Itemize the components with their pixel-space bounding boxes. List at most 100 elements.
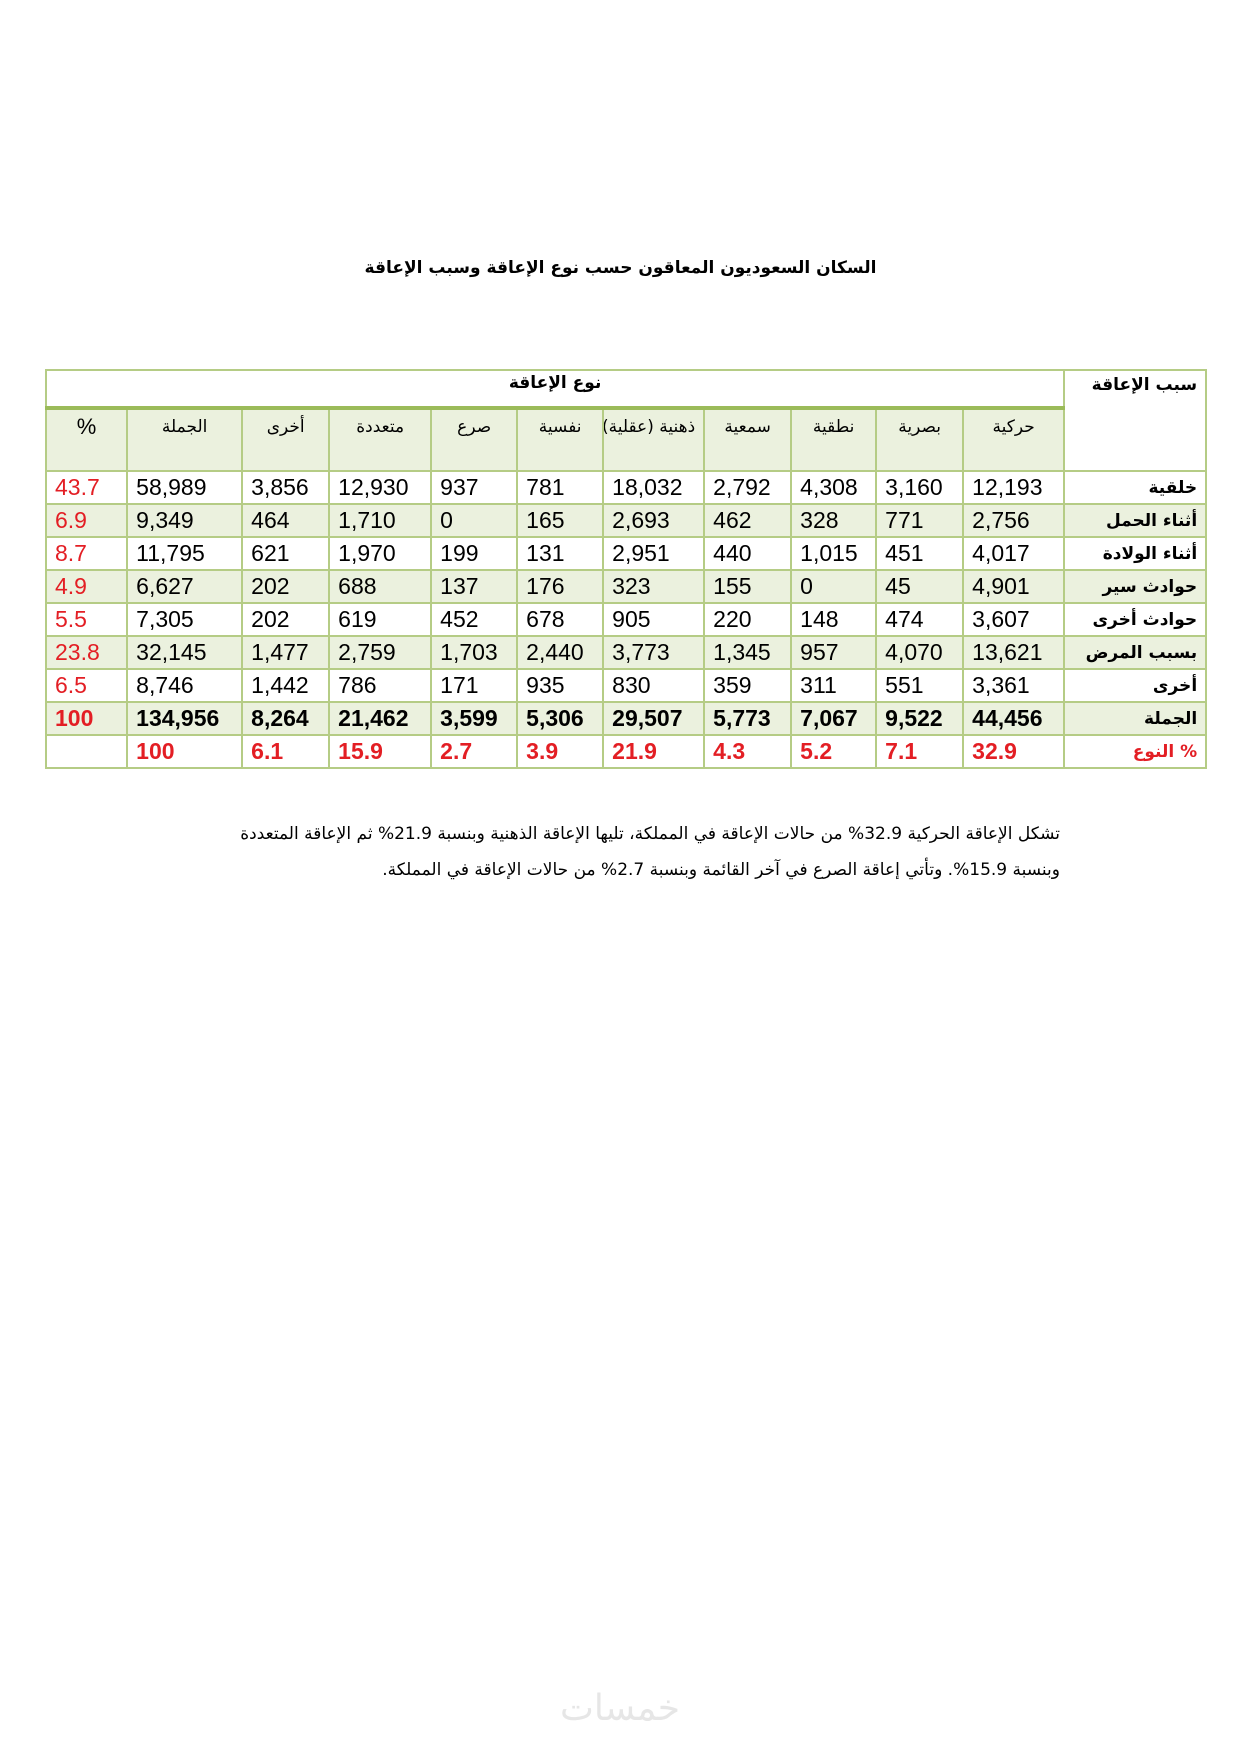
cell-value: 2.7 xyxy=(430,734,519,769)
cell-value: 7.1 xyxy=(875,734,965,769)
table-row: خلقية 12,193 3,160 4,308 2,792 18,032 781 937 12… xyxy=(44,470,1208,505)
cell-value: 131 xyxy=(516,536,605,571)
cell-value: 6,627 xyxy=(126,569,244,604)
column-header: حركية xyxy=(962,407,1066,472)
cell-value: 830 xyxy=(602,668,706,703)
cell-value: 781 xyxy=(516,470,605,505)
cell-value: 619 xyxy=(328,602,433,637)
cell-value: 199 xyxy=(430,536,519,571)
column-header: متعددة xyxy=(328,407,433,472)
cell-value: 2,693 xyxy=(602,503,706,538)
cell-value: 323 xyxy=(602,569,706,604)
cell-value: 4,017 xyxy=(962,536,1066,571)
cell-value: 58,989 xyxy=(126,470,244,505)
cell-value: 5.2 xyxy=(790,734,878,769)
cell-value: 3,607 xyxy=(962,602,1066,637)
cell-value: 5,773 xyxy=(703,701,793,736)
cell-value: 4.3 xyxy=(703,734,793,769)
table-row: أثناء الحمل 2,756 771 328 462 2,693 165 0 1,710 4… xyxy=(44,503,1208,538)
table-row: حوادث أخرى 3,607 474 148 220 905 678 452 619 202 7… xyxy=(44,602,1208,637)
cell-value: 4,901 xyxy=(962,569,1066,604)
cell-value: 551 xyxy=(875,668,965,703)
cell-value: 171 xyxy=(430,668,519,703)
cell-percent: 43.7 xyxy=(44,470,129,505)
cell-value: 452 xyxy=(430,602,519,637)
column-header: أخرى xyxy=(241,407,331,472)
cell-value: 1,477 xyxy=(241,635,331,670)
cell-value: 1,703 xyxy=(430,635,519,670)
cell-value: 0 xyxy=(790,569,878,604)
table-row: بسبب المرض 13,621 4,070 957 1,345 3,773 2,440 1… xyxy=(44,635,1208,670)
cell-value: 621 xyxy=(241,536,331,571)
column-header: ذهنية (عقلية) xyxy=(602,407,706,472)
column-header: سمعية xyxy=(703,407,793,472)
cell-value: 1,970 xyxy=(328,536,433,571)
cell-value: 13,621 xyxy=(962,635,1066,670)
cell-value: 2,440 xyxy=(516,635,605,670)
cell-value: 44,456 xyxy=(962,701,1066,736)
cell-value: 165 xyxy=(516,503,605,538)
cell-value: 9,522 xyxy=(875,701,965,736)
page-title: السكان السعوديون المعاقون حسب نوع الإعاق… xyxy=(364,258,877,278)
cell-value: 12,930 xyxy=(328,470,433,505)
table-row: أخرى 3,361 551 311 359 830 935 171 786 1,442 8,746… xyxy=(44,668,1208,703)
column-header: نفسية xyxy=(516,407,605,472)
cell-value: 935 xyxy=(516,668,605,703)
cell-value: 1,710 xyxy=(328,503,433,538)
cell-value: 3,361 xyxy=(962,668,1066,703)
cell-value: 220 xyxy=(703,602,793,637)
column-header: الجملة xyxy=(126,407,244,472)
row-label: الجملة xyxy=(1063,701,1208,736)
total-row: الجملة 44,456 9,522 7,067 5,773 29,507 5,306 3,… xyxy=(44,701,1208,736)
cell-value: 12,193 xyxy=(962,470,1066,505)
cell-value: 8,746 xyxy=(126,668,244,703)
cell-value: 688 xyxy=(328,569,433,604)
column-header-row: حركية بصرية نطقية سمعية ذهنية (عقلية) نفسية صر… xyxy=(44,407,1206,472)
row-label: حوادث أخرى xyxy=(1063,602,1208,637)
column-header: صرع xyxy=(430,407,519,472)
cell-value: 678 xyxy=(516,602,605,637)
cell-percent: 8.7 xyxy=(44,536,129,571)
cell-value: 2,951 xyxy=(602,536,706,571)
cell-percent: 6.5 xyxy=(44,668,129,703)
cell-value: 2,792 xyxy=(703,470,793,505)
cell-value: 1,015 xyxy=(790,536,878,571)
cell-value: 45 xyxy=(875,569,965,604)
cell-value: 905 xyxy=(602,602,706,637)
row-label: خلقية xyxy=(1063,470,1208,505)
type-percent-row: % النوع 32.9 7.1 5.2 4.3 21.9 3.9 2.7 15.9 6.1 100 xyxy=(44,734,1208,769)
cell-value: 0 xyxy=(430,503,519,538)
cell-value: 957 xyxy=(790,635,878,670)
cell-value: 786 xyxy=(328,668,433,703)
table-row: حوادث سير 4,901 45 0 155 323 176 137 688 202 6,627… xyxy=(44,569,1208,604)
column-header: % xyxy=(44,407,129,472)
cell-value: 32,145 xyxy=(126,635,244,670)
cell-value: 134,956 xyxy=(126,701,244,736)
column-header: بصرية xyxy=(875,407,965,472)
cell-value: 3,773 xyxy=(602,635,706,670)
cell-percent: 4.9 xyxy=(44,569,129,604)
cell-value: 464 xyxy=(241,503,331,538)
cell-value: 15.9 xyxy=(328,734,433,769)
cell-value: 148 xyxy=(790,602,878,637)
row-label: أثناء الولادة xyxy=(1063,536,1208,571)
cell-percent: 23.8 xyxy=(44,635,129,670)
cell-value: 2,756 xyxy=(962,503,1066,538)
cell-value: 440 xyxy=(703,536,793,571)
row-label: أخرى xyxy=(1063,668,1208,703)
cause-header: سبب الإعاقة xyxy=(1063,369,1208,472)
cell-value: 21,462 xyxy=(328,701,433,736)
cell-value: 328 xyxy=(790,503,878,538)
cell-value: 359 xyxy=(703,668,793,703)
cell-percent: 5.5 xyxy=(44,602,129,637)
cell-percent: 100 xyxy=(44,701,129,736)
column-header: نطقية xyxy=(790,407,878,472)
cell-value: 474 xyxy=(875,602,965,637)
cell-percent: 6.9 xyxy=(44,503,129,538)
cell-value: 137 xyxy=(430,569,519,604)
cell-value: 937 xyxy=(430,470,519,505)
cell-value: 29,507 xyxy=(602,701,706,736)
cell-value: 3,160 xyxy=(875,470,965,505)
cell-value: 202 xyxy=(241,602,331,637)
header-row: سبب الإعاقة نوع الإعاقة xyxy=(44,369,1208,472)
